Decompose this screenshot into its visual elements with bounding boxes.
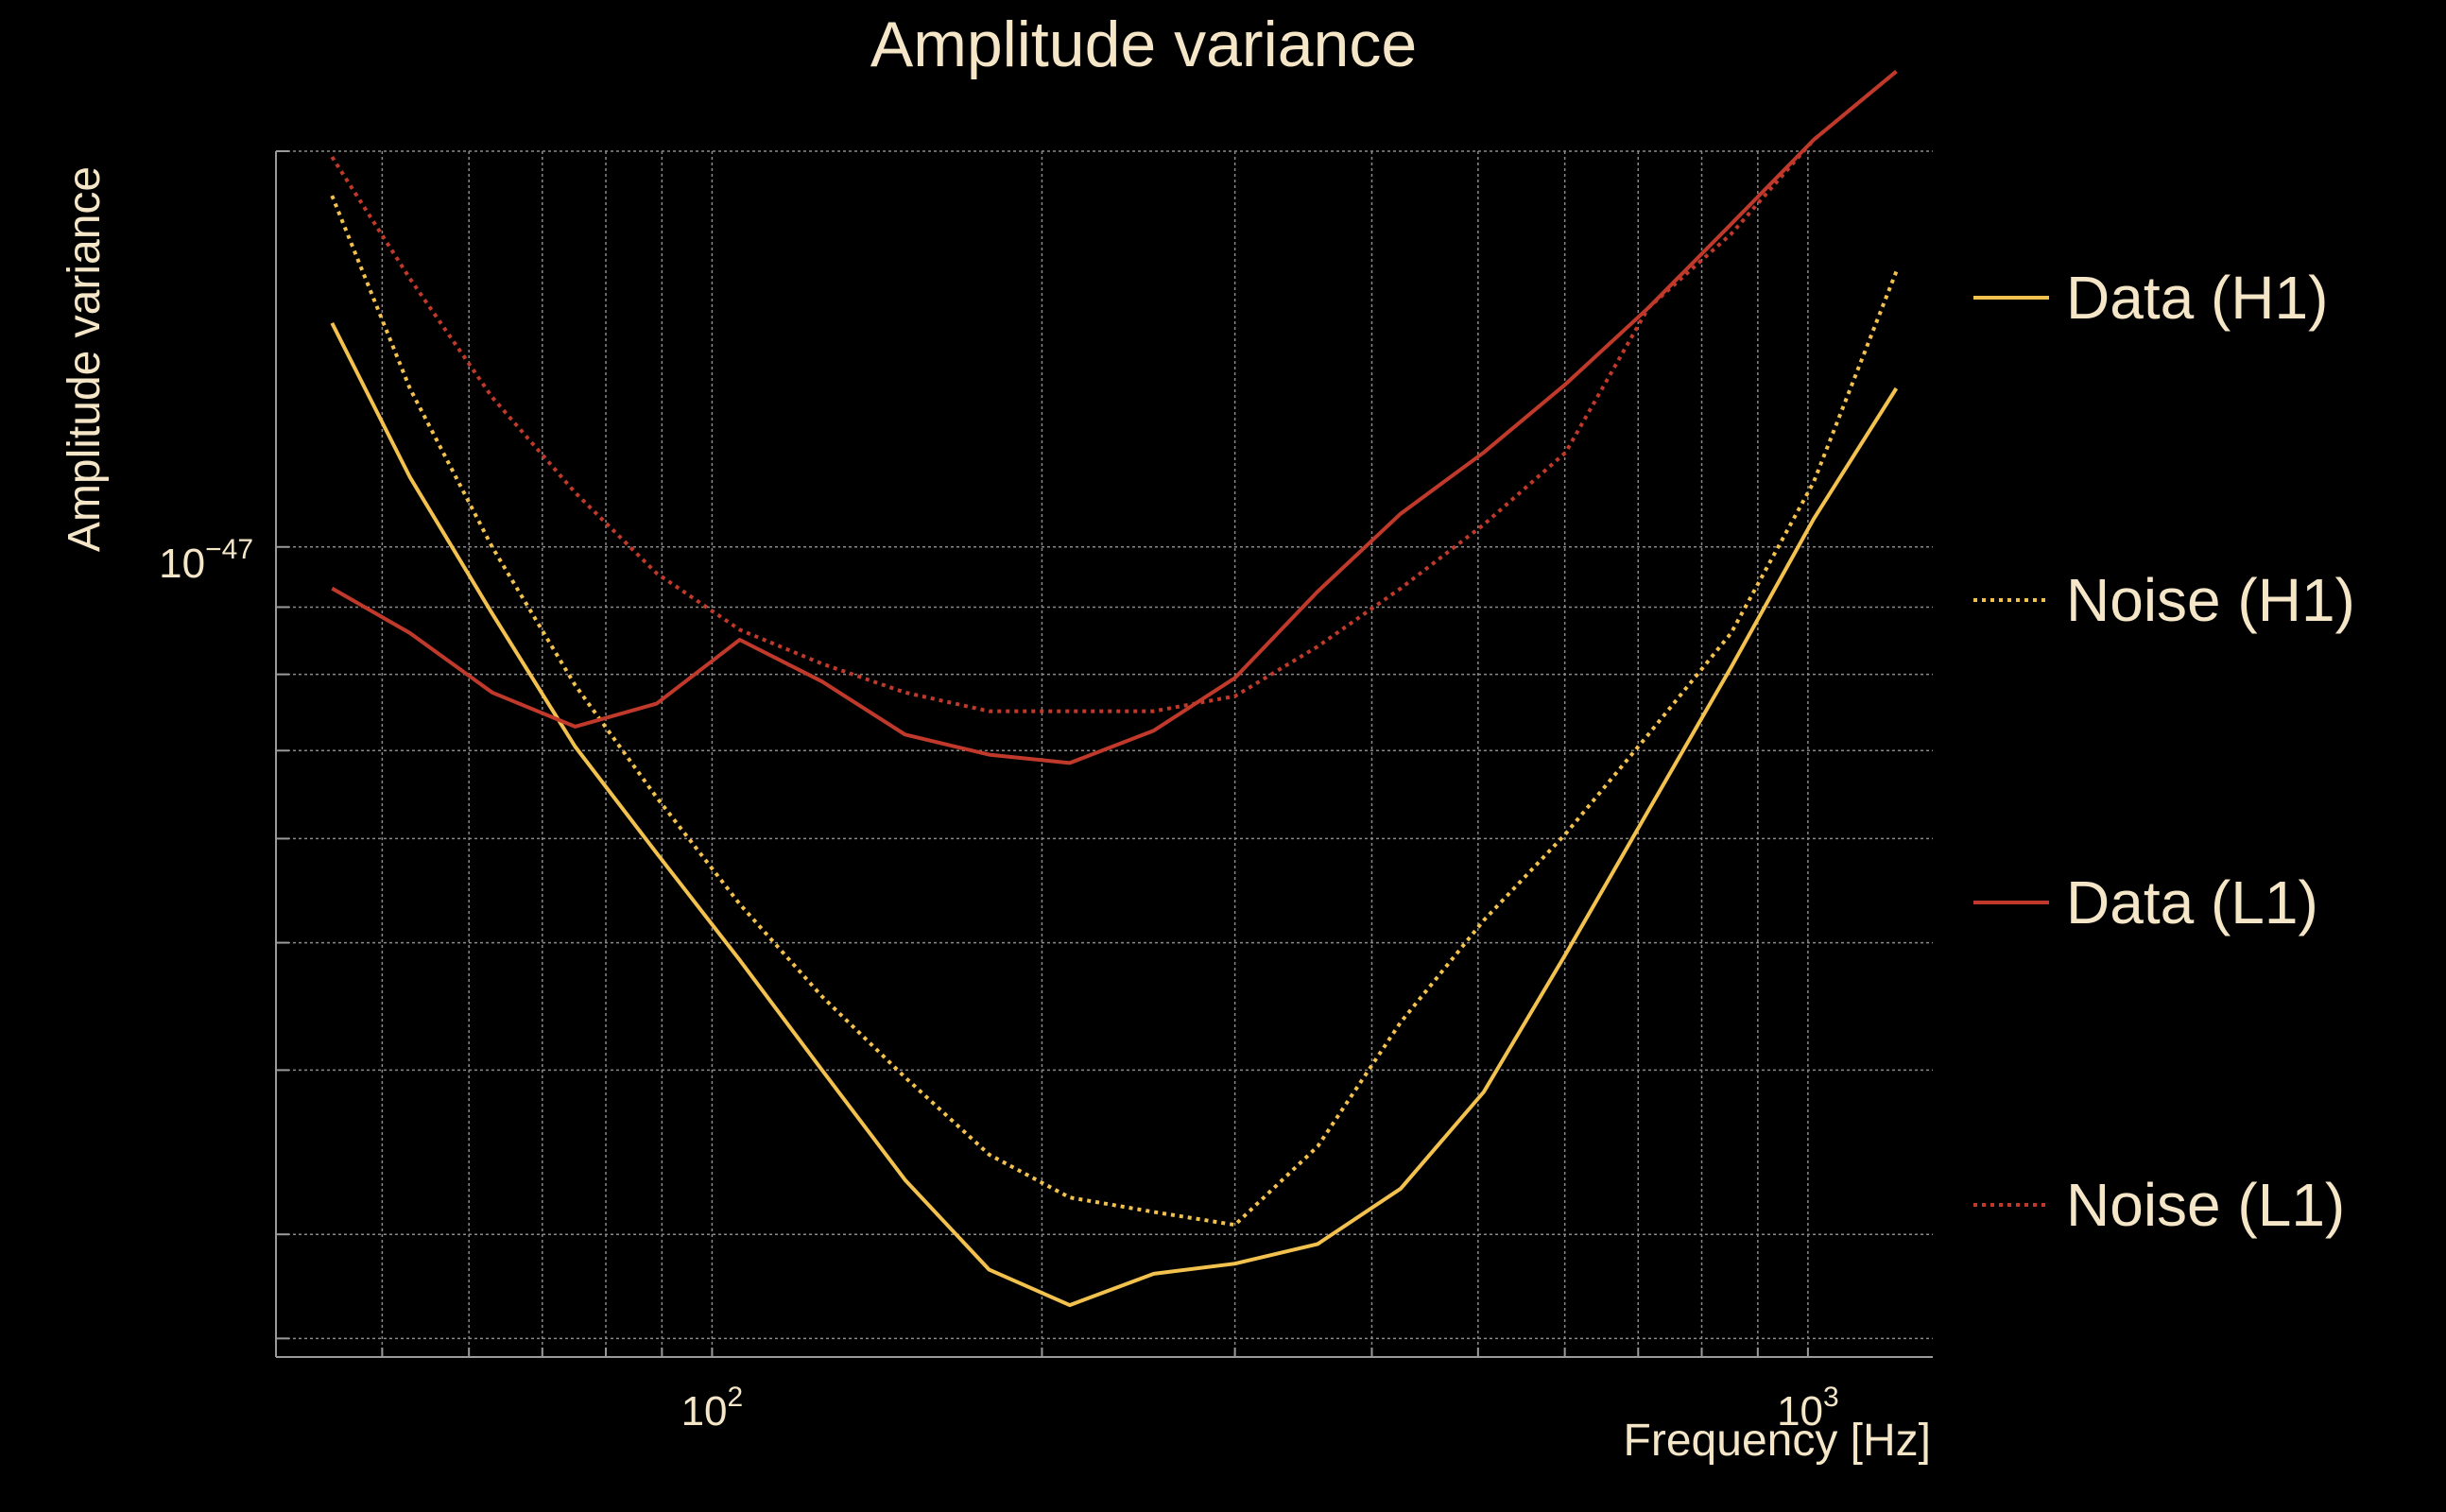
data-point-data-l1 bbox=[738, 638, 742, 642]
data-point-noise-l1 bbox=[408, 277, 412, 281]
data-point-noise-h1 bbox=[330, 194, 334, 198]
data-point-noise-l1 bbox=[1068, 710, 1072, 713]
data-point-noise-h1 bbox=[491, 545, 494, 549]
data-point-noise-h1 bbox=[1894, 269, 1898, 273]
data-point-noise-l1 bbox=[655, 572, 659, 576]
data-point-data-h1 bbox=[1812, 517, 1816, 521]
data-point-noise-l1 bbox=[1646, 306, 1650, 310]
x-axis-label: Frequency [Hz] bbox=[1624, 1416, 1931, 1466]
data-point-noise-l1 bbox=[988, 710, 991, 713]
data-point-noise-h1 bbox=[1152, 1211, 1156, 1214]
data-point-noise-h1 bbox=[904, 1075, 907, 1079]
chart-title: Amplitude variance bbox=[870, 9, 1417, 80]
legend: Data (H1) Noise (H1) Data (L1) Noise (L1) bbox=[1973, 264, 2355, 1239]
data-point-noise-h1 bbox=[1068, 1195, 1072, 1199]
data-point-data-l1 bbox=[904, 732, 907, 736]
series-line-data-h1 bbox=[330, 321, 1899, 1308]
data-point-data-h1 bbox=[1564, 953, 1568, 956]
series bbox=[330, 70, 1899, 1308]
data-point-data-h1 bbox=[574, 745, 577, 748]
data-point-noise-h1 bbox=[1646, 732, 1650, 736]
data-point-noise-l1 bbox=[1482, 523, 1486, 526]
data-point-noise-l1 bbox=[330, 155, 334, 159]
data-point-data-h1 bbox=[655, 851, 659, 855]
data-point-noise-h1 bbox=[408, 387, 412, 390]
data-point-data-h1 bbox=[1233, 1262, 1237, 1265]
data-point-noise-h1 bbox=[1564, 832, 1568, 835]
data-point-noise-h1 bbox=[988, 1153, 991, 1157]
data-point-noise-l1 bbox=[738, 627, 742, 631]
data-point-noise-h1 bbox=[738, 902, 742, 906]
x-tick-label: 102 bbox=[681, 1382, 744, 1435]
data-point-data-h1 bbox=[1316, 1242, 1319, 1246]
data-point-data-h1 bbox=[491, 611, 494, 615]
series-line-noise-h1 bbox=[330, 195, 1899, 1228]
legend-label: Data (H1) bbox=[2066, 264, 2328, 332]
axes bbox=[275, 151, 1933, 1358]
data-point-noise-h1 bbox=[655, 796, 659, 799]
data-point-noise-l1 bbox=[904, 691, 907, 695]
data-point-noise-l1 bbox=[1894, 70, 1898, 74]
data-point-noise-h1 bbox=[574, 683, 577, 687]
data-point-data-h1 bbox=[1730, 665, 1733, 669]
data-point-data-h1 bbox=[904, 1178, 907, 1182]
data-point-data-h1 bbox=[988, 1268, 991, 1272]
tick-labels: 102 103 10−47 bbox=[159, 150, 1839, 1435]
data-point-noise-h1 bbox=[820, 995, 824, 999]
data-point-data-h1 bbox=[1152, 1272, 1156, 1276]
data-point-data-h1 bbox=[408, 475, 412, 479]
data-point-data-h1 bbox=[1399, 1187, 1403, 1191]
data-point-noise-h1 bbox=[1399, 1021, 1403, 1024]
series-line-data-l1 bbox=[331, 70, 1898, 765]
data-point-data-l1 bbox=[330, 587, 334, 591]
data-point-noise-l1 bbox=[1812, 138, 1816, 142]
data-point-data-l1 bbox=[988, 753, 991, 757]
data-point-data-l1 bbox=[1152, 729, 1156, 732]
data-point-data-l1 bbox=[1068, 761, 1072, 765]
data-point-data-h1 bbox=[738, 958, 742, 962]
data-point-data-h1 bbox=[1068, 1303, 1072, 1307]
data-point-noise-l1 bbox=[820, 662, 824, 665]
data-point-data-l1 bbox=[408, 631, 412, 635]
data-point-data-h1 bbox=[1482, 1091, 1486, 1094]
data-point-data-h1 bbox=[820, 1068, 824, 1072]
data-point-data-h1 bbox=[330, 321, 334, 325]
data-point-data-l1 bbox=[574, 725, 577, 729]
data-point-data-l1 bbox=[1564, 383, 1568, 387]
data-point-noise-h1 bbox=[1482, 919, 1486, 922]
grid bbox=[275, 150, 1933, 1357]
data-point-data-l1 bbox=[1399, 512, 1403, 516]
x-tick-label: 103 bbox=[1777, 1382, 1839, 1435]
data-point-noise-l1 bbox=[1152, 710, 1156, 713]
data-point-noise-l1 bbox=[1316, 644, 1319, 648]
data-point-data-l1 bbox=[1730, 222, 1733, 226]
data-point-noise-l1 bbox=[1730, 232, 1733, 236]
data-point-data-l1 bbox=[820, 679, 824, 683]
data-point-data-l1 bbox=[1233, 676, 1237, 679]
data-point-noise-l1 bbox=[491, 395, 494, 399]
legend-label: Data (L1) bbox=[2066, 868, 2318, 936]
data-point-noise-l1 bbox=[1564, 451, 1568, 455]
data-point-data-l1 bbox=[1482, 451, 1486, 455]
data-point-data-l1 bbox=[1316, 590, 1319, 593]
data-point-noise-h1 bbox=[1812, 480, 1816, 484]
y-tick-label: 10−47 bbox=[159, 534, 253, 587]
data-point-data-h1 bbox=[1646, 809, 1650, 813]
data-point-data-l1 bbox=[655, 702, 659, 706]
legend-label: Noise (L1) bbox=[2066, 1171, 2345, 1239]
data-point-data-l1 bbox=[491, 691, 494, 695]
data-point-noise-h1 bbox=[1730, 631, 1733, 635]
data-point-noise-h1 bbox=[1316, 1144, 1319, 1148]
data-point-noise-l1 bbox=[1233, 695, 1237, 698]
series-line-noise-l1 bbox=[330, 70, 1898, 713]
legend-label: Noise (H1) bbox=[2066, 566, 2355, 634]
data-point-noise-l1 bbox=[1399, 587, 1403, 591]
data-point-noise-l1 bbox=[574, 490, 577, 494]
data-point-noise-h1 bbox=[1233, 1223, 1237, 1227]
y-axis-label: Amplitude variance bbox=[60, 166, 110, 552]
data-point-data-h1 bbox=[1894, 387, 1898, 390]
